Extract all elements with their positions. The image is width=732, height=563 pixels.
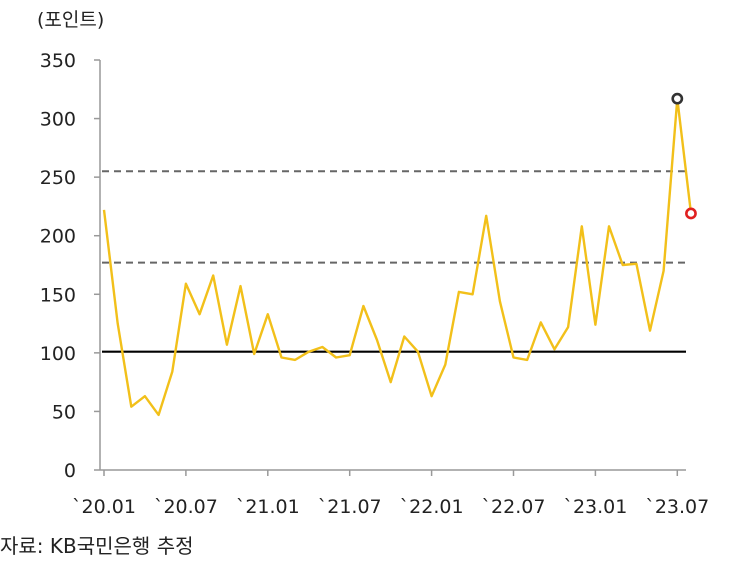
x-tick-label: `20.07	[154, 496, 218, 518]
highlight-point-marker	[671, 92, 684, 105]
tick-labels: 0 50 100 150 200 250 300 350 `20.01 `20.07 `21.01 `…	[40, 50, 710, 518]
y-tick-label: 350	[40, 50, 76, 72]
x-tick-label: `23.07	[645, 496, 709, 518]
x-tick-label: `21.07	[318, 496, 382, 518]
y-tick-label: 100	[40, 343, 76, 365]
series-layer	[102, 97, 693, 417]
x-tick-label: `21.01	[236, 496, 300, 518]
x-tick-label: `22.07	[482, 496, 546, 518]
y-tick-label: 0	[64, 460, 76, 482]
axes	[94, 59, 686, 476]
x-tick-label: `20.01	[72, 496, 136, 518]
y-axis-unit-label: (포인트)	[37, 9, 104, 31]
y-tick-label: 200	[40, 226, 76, 248]
x-tick-label: `22.01	[400, 496, 464, 518]
highlight-point-marker	[685, 207, 697, 220]
line-chart: (포인트) 0 50 100 150 200 250 300 350 `20.01 `20.07 `…	[37, 9, 710, 518]
y-tick-label: 300	[40, 109, 76, 131]
series-line	[102, 97, 693, 417]
source-note: 자료: KB국민은행 추정	[0, 534, 194, 558]
y-tick-label: 250	[40, 167, 76, 189]
reference-lines	[102, 170, 686, 353]
x-tick-label: `23.01	[563, 496, 627, 518]
highlight-markers	[671, 92, 697, 220]
y-tick-label: 150	[40, 284, 76, 306]
y-tick-label: 50	[52, 401, 76, 423]
